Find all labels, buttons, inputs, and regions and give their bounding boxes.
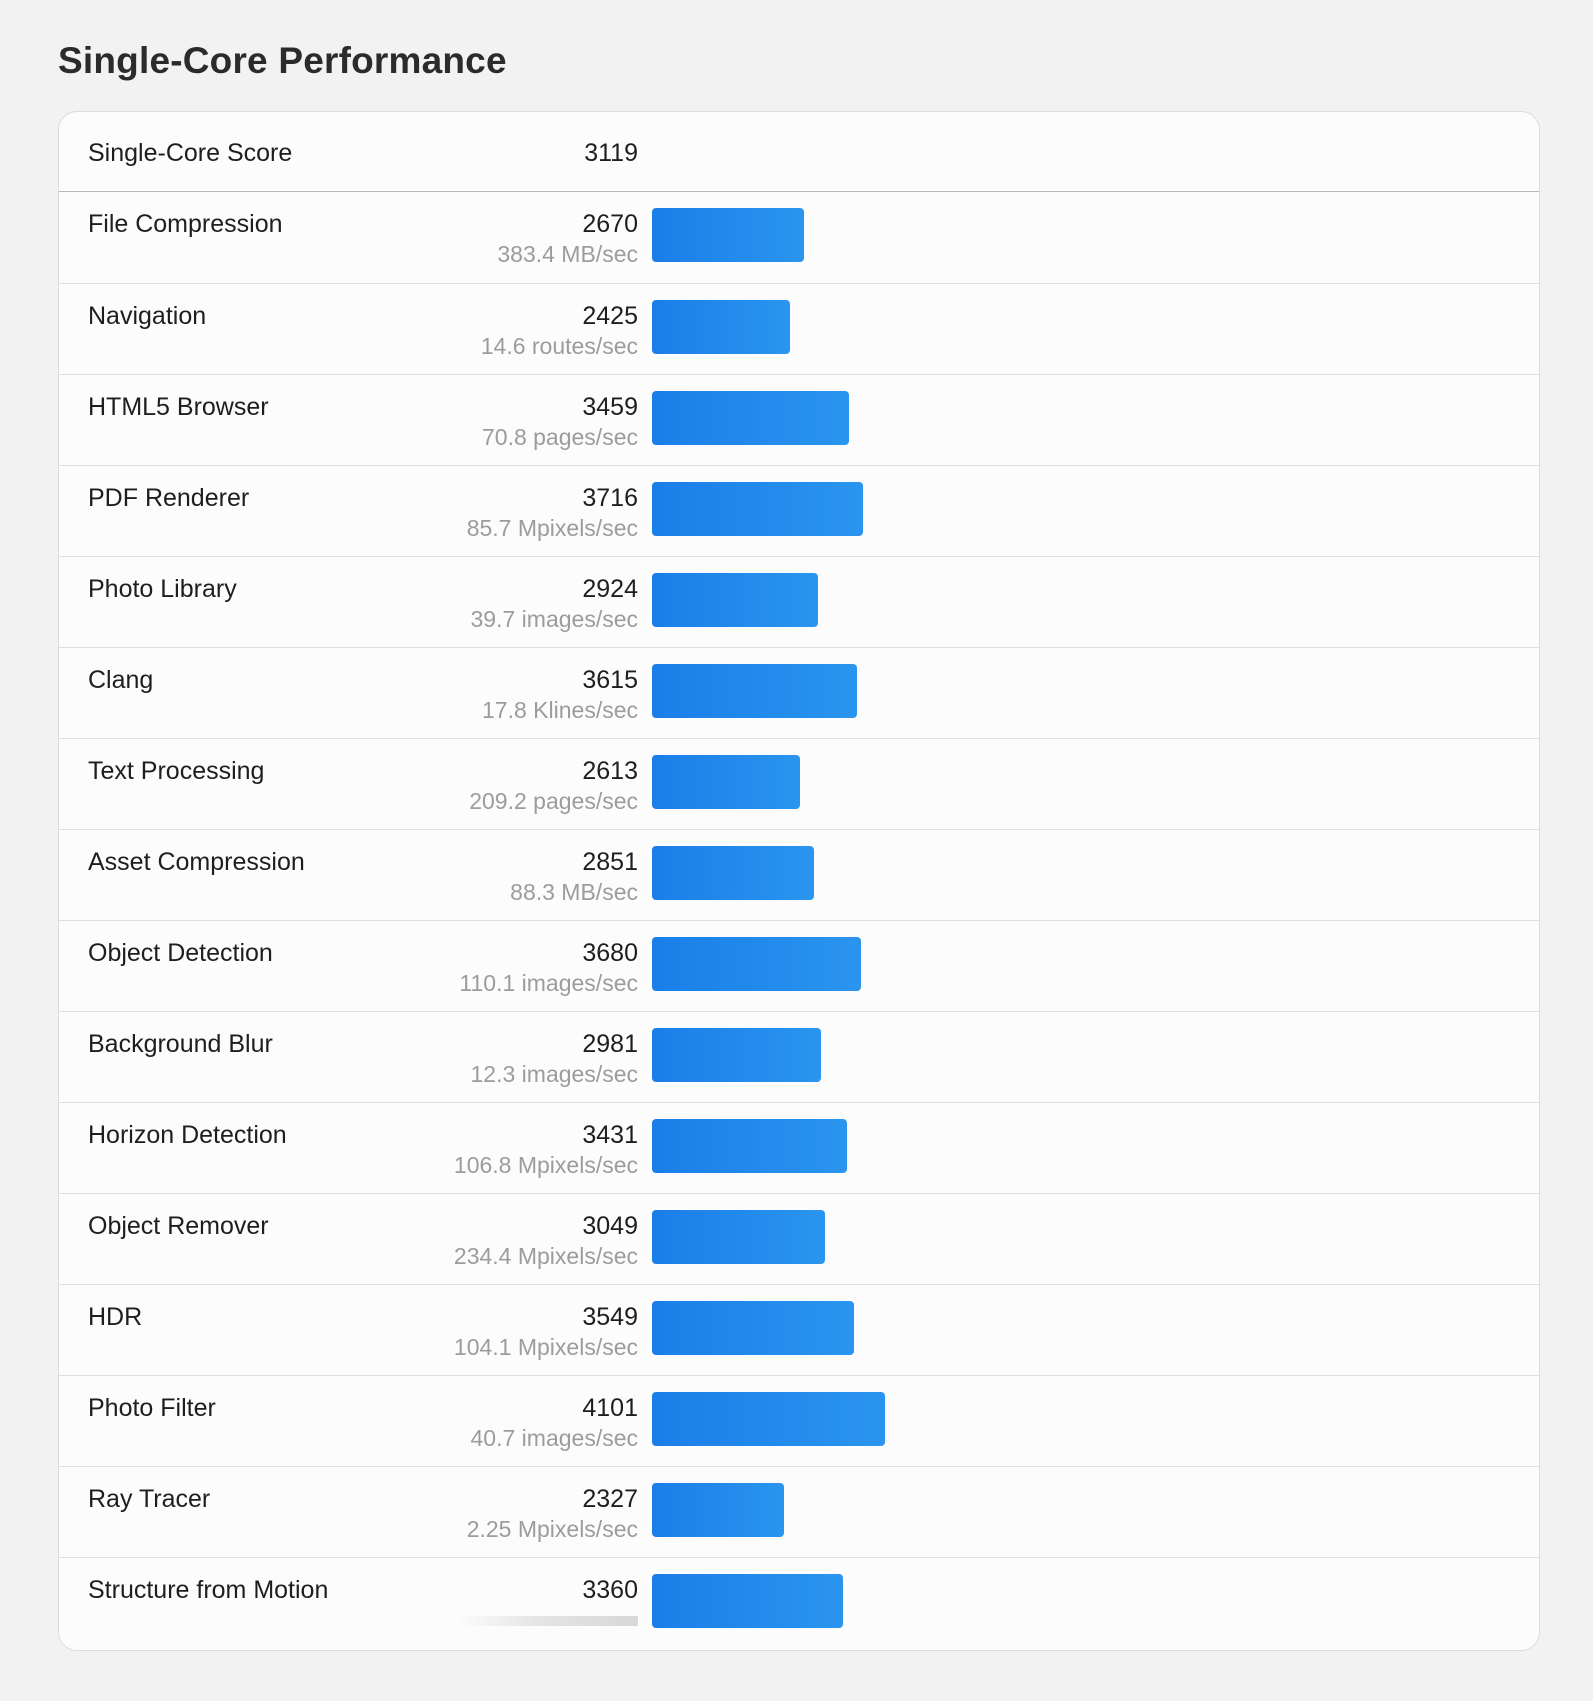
benchmark-throughput: 209.2 pages/sec bbox=[469, 788, 638, 814]
benchmark-row: Text Processing 2613 209.2 pages/sec bbox=[59, 738, 1539, 829]
benchmark-throughput: 234.4 Mpixels/sec bbox=[453, 1243, 638, 1269]
benchmark-score-bar bbox=[652, 300, 790, 354]
benchmark-score-bar bbox=[652, 1119, 847, 1173]
benchmark-score: 2981 bbox=[582, 1030, 638, 1058]
benchmark-score-bar bbox=[652, 391, 849, 445]
benchmark-name: PDF Renderer bbox=[88, 484, 250, 512]
benchmark-throughput bbox=[458, 1616, 638, 1626]
benchmark-row: PDF Renderer 3716 85.7 Mpixels/sec bbox=[59, 465, 1539, 556]
benchmark-score-bar bbox=[652, 664, 857, 718]
benchmark-name: Ray Tracer bbox=[88, 1485, 211, 1513]
benchmark-name: Photo Library bbox=[88, 575, 237, 603]
summary-row: Single-Core Score 3119 bbox=[59, 112, 1539, 192]
benchmark-name: Asset Compression bbox=[88, 848, 305, 876]
benchmark-score: 2425 bbox=[582, 302, 638, 330]
benchmark-row: HTML5 Browser 3459 70.8 pages/sec bbox=[59, 374, 1539, 465]
benchmark-score: 2613 bbox=[582, 757, 638, 785]
benchmark-throughput: 110.1 images/sec bbox=[459, 970, 638, 996]
benchmark-name: Text Processing bbox=[88, 757, 265, 785]
benchmark-name: Horizon Detection bbox=[88, 1121, 287, 1149]
benchmark-row: Object Detection 3680 110.1 images/sec bbox=[59, 920, 1539, 1011]
benchmark-score-bar bbox=[652, 1392, 885, 1446]
benchmark-row: Navigation 2425 14.6 routes/sec bbox=[59, 283, 1539, 374]
benchmark-row: Ray Tracer 2327 2.25 Mpixels/sec bbox=[59, 1466, 1539, 1557]
benchmark-throughput: 12.3 images/sec bbox=[470, 1061, 638, 1087]
benchmark-score: 3360 bbox=[582, 1576, 638, 1604]
benchmark-name: Object Detection bbox=[88, 939, 273, 967]
benchmark-score-bar bbox=[652, 1210, 825, 1264]
benchmark-score-bar bbox=[652, 482, 863, 536]
benchmark-name: Clang bbox=[88, 666, 154, 694]
benchmark-score-bar bbox=[652, 755, 800, 809]
benchmark-row: Asset Compression 2851 88.3 MB/sec bbox=[59, 829, 1539, 920]
benchmark-row: Photo Filter 4101 40.7 images/sec bbox=[59, 1375, 1539, 1466]
benchmark-score: 2851 bbox=[582, 848, 638, 876]
benchmark-row: Horizon Detection 3431 106.8 Mpixels/sec bbox=[59, 1102, 1539, 1193]
benchmark-score-bar bbox=[652, 1028, 821, 1082]
benchmark-row: Photo Library 2924 39.7 images/sec bbox=[59, 556, 1539, 647]
benchmark-throughput: 14.6 routes/sec bbox=[480, 333, 638, 359]
benchmark-score: 3680 bbox=[582, 939, 638, 967]
benchmark-name: Structure from Motion bbox=[88, 1576, 329, 1604]
benchmark-row: HDR 3549 104.1 Mpixels/sec bbox=[59, 1284, 1539, 1375]
benchmark-score: 4101 bbox=[582, 1394, 638, 1422]
benchmark-throughput: 88.3 MB/sec bbox=[510, 879, 638, 905]
benchmark-row: File Compression 2670 383.4 MB/sec bbox=[59, 192, 1539, 283]
benchmark-score: 3549 bbox=[582, 1303, 638, 1331]
benchmark-row: Clang 3615 17.8 Klines/sec bbox=[59, 647, 1539, 738]
benchmark-throughput: 85.7 Mpixels/sec bbox=[466, 515, 638, 541]
benchmark-name: File Compression bbox=[88, 210, 283, 238]
page-title: Single-Core Performance bbox=[58, 40, 507, 81]
benchmark-score-bar bbox=[652, 1301, 854, 1355]
benchmark-score: 3716 bbox=[582, 484, 638, 512]
benchmark-score-bar bbox=[652, 1574, 843, 1628]
benchmark-row: Object Remover 3049 234.4 Mpixels/sec bbox=[59, 1193, 1539, 1284]
benchmark-throughput: 70.8 pages/sec bbox=[481, 424, 638, 450]
benchmark-list: File Compression 2670 383.4 MB/sec Navigati… bbox=[59, 192, 1539, 1648]
benchmark-row: Structure from Motion 3360 bbox=[59, 1557, 1539, 1648]
benchmark-score: 3049 bbox=[582, 1212, 638, 1240]
benchmark-score: 2327 bbox=[582, 1485, 638, 1513]
benchmark-name: Navigation bbox=[88, 302, 207, 330]
benchmark-score-bar bbox=[652, 937, 861, 991]
benchmark-throughput: 383.4 MB/sec bbox=[497, 241, 638, 267]
benchmark-name: HDR bbox=[88, 1303, 143, 1331]
benchmark-results-card: Single-Core Score 3119 File Compression 2… bbox=[58, 111, 1540, 1651]
summary-score: 3119 bbox=[584, 139, 638, 167]
benchmark-score: 2670 bbox=[582, 210, 638, 238]
benchmark-throughput: 40.7 images/sec bbox=[470, 1425, 638, 1451]
benchmark-throughput: 104.1 Mpixels/sec bbox=[453, 1334, 638, 1360]
benchmark-name: HTML5 Browser bbox=[88, 393, 269, 421]
benchmark-throughput: 2.25 Mpixels/sec bbox=[466, 1516, 638, 1542]
benchmark-name: Background Blur bbox=[88, 1030, 273, 1058]
benchmark-score-bar bbox=[652, 573, 818, 627]
summary-label: Single-Core Score bbox=[88, 139, 293, 167]
benchmark-score-bar bbox=[652, 846, 814, 900]
benchmark-throughput: 17.8 Klines/sec bbox=[482, 697, 638, 723]
benchmark-throughput: 106.8 Mpixels/sec bbox=[453, 1152, 638, 1178]
benchmark-throughput: 39.7 images/sec bbox=[470, 606, 638, 632]
benchmark-row: Background Blur 2981 12.3 images/sec bbox=[59, 1011, 1539, 1102]
benchmark-score: 3615 bbox=[582, 666, 638, 694]
benchmark-score-bar bbox=[652, 208, 804, 262]
benchmark-score-bar bbox=[652, 1483, 784, 1537]
benchmark-score: 3459 bbox=[582, 393, 638, 421]
benchmark-name: Object Remover bbox=[88, 1212, 269, 1240]
benchmark-score: 2924 bbox=[582, 575, 638, 603]
benchmark-score: 3431 bbox=[582, 1121, 638, 1149]
benchmark-name: Photo Filter bbox=[88, 1394, 216, 1422]
